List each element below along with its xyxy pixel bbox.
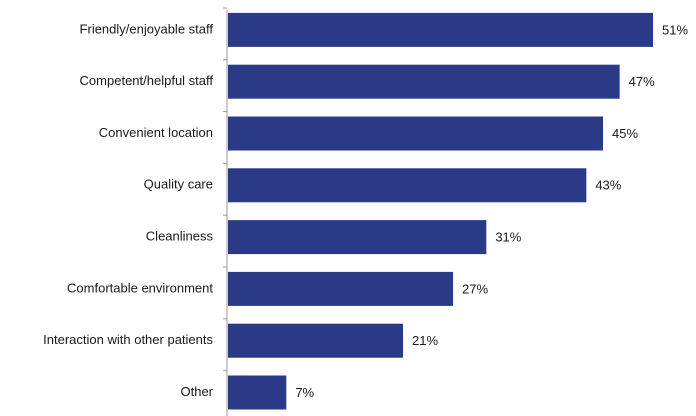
bar (228, 220, 487, 255)
category-label: Convenient location (99, 125, 213, 140)
category-label: Competent/helpful staff (80, 73, 214, 88)
bars-layer (228, 12, 653, 410)
value-label: 27% (462, 281, 488, 296)
category-label: Cleanliness (146, 229, 214, 244)
value-label: 45% (612, 126, 638, 141)
value-label: 31% (495, 230, 521, 245)
category-label: Friendly/enjoyable staff (80, 21, 214, 36)
category-label: Comfortable environment (67, 280, 213, 295)
labels-layer: Friendly/enjoyable staff 51% Competent/hel… (43, 21, 688, 400)
bar (228, 323, 403, 358)
value-label: 43% (595, 178, 621, 193)
value-label: 21% (412, 333, 438, 348)
bar (228, 168, 587, 203)
category-label: Interaction with other patients (43, 332, 213, 347)
bar (228, 12, 653, 47)
value-label: 51% (662, 22, 688, 37)
bar (228, 375, 287, 410)
bar (228, 116, 603, 151)
value-label: 7% (295, 385, 314, 400)
value-label: 47% (629, 74, 655, 89)
axis-layer (223, 7, 228, 416)
category-label: Other (180, 384, 213, 399)
bar (228, 271, 453, 306)
bar (228, 64, 620, 99)
category-label: Quality care (144, 177, 213, 192)
